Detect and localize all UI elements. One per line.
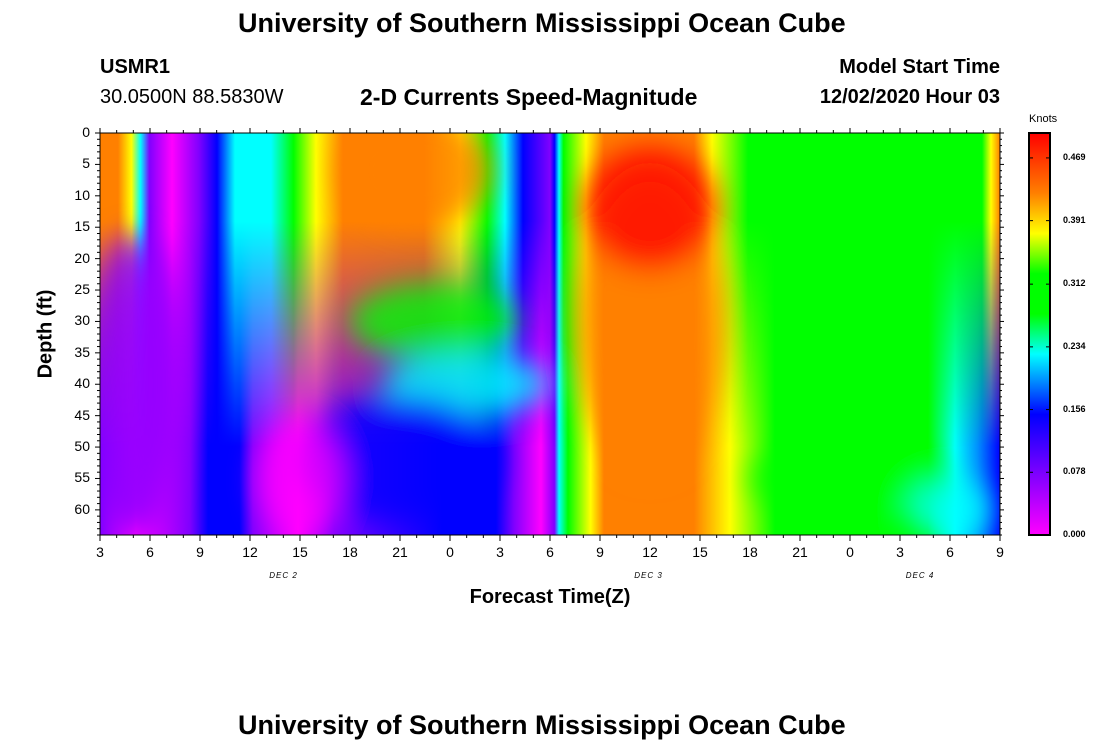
x-tick-label: 9 (996, 544, 1004, 560)
x-tick-label: 6 (946, 544, 954, 560)
y-tick-label: 0 (82, 124, 90, 140)
footer-title: University of Southern Mississippi Ocean… (238, 710, 846, 740)
y-tick-label: 45 (74, 406, 90, 423)
model-start-label: Model Start Time (839, 56, 1000, 78)
x-tick-label: 21 (392, 544, 408, 560)
plot-area (100, 133, 1000, 535)
x-tick-label: 15 (292, 544, 308, 560)
deep-blue-blob (300, 396, 500, 523)
x-tick-label: 6 (546, 544, 554, 560)
colorbar-tick-label: 0.000 (1063, 529, 1086, 539)
model-start-value: 12/02/2020 Hour 03 (819, 86, 1000, 108)
y-tick-label: 30 (74, 312, 90, 329)
x-tick-label: 18 (342, 544, 358, 560)
surface-core-blob-1 (341, 133, 492, 228)
left-purple-blob (100, 233, 184, 535)
station-location: 30.0500N 88.5830W (100, 86, 284, 108)
chart-title: 2-D Currents Speed-Magnitude (360, 84, 698, 110)
colorbar-tick-label: 0.156 (1063, 403, 1086, 414)
y-tick-label: 50 (74, 438, 90, 455)
x-tick-label: 12 (242, 544, 258, 560)
x-tick-label: 15 (692, 544, 708, 560)
x-tick-label: 21 (792, 544, 808, 560)
y-tick-label: 55 (74, 469, 90, 486)
x-tick-label: 6 (146, 544, 154, 560)
y-tick-label: 15 (74, 218, 90, 235)
station-id: USMR1 (100, 56, 171, 78)
day-label: DEC 3 (634, 571, 663, 580)
y-tick-label: 10 (74, 186, 90, 203)
y-tick-label: 35 (74, 343, 90, 360)
colorbar (1028, 132, 1051, 536)
deep-magenta-blob (258, 421, 342, 535)
y-tick-label: 20 (74, 249, 90, 266)
x-tick-label: 12 (642, 544, 658, 560)
y-tick-label: 25 (74, 281, 90, 298)
x-tick-label: 9 (596, 544, 604, 560)
x-tick-label: 3 (896, 544, 904, 560)
y-tick-label: 60 (74, 500, 90, 517)
y-tick-label: 40 (74, 375, 90, 392)
x-tick-label: 0 (846, 544, 854, 560)
x-axis-title: Forecast Time(Z) (469, 586, 631, 608)
day-label: DEC 4 (905, 571, 935, 580)
bottom-green-blob (750, 440, 950, 517)
x-tick-label: 9 (196, 544, 204, 560)
bottom-cyan-blob (908, 478, 992, 535)
y-axis-title: Depth (ft) (34, 289, 57, 379)
x-tick-label: 0 (446, 544, 454, 560)
midwater-green-blob (350, 283, 517, 360)
colorbar-unit: Knots (1029, 113, 1058, 125)
page-title: University of Southern Mississippi Ocean… (238, 8, 846, 38)
colorbar-tick-label: 0.391 (1063, 214, 1086, 225)
x-tick-label: 3 (96, 544, 104, 560)
colorbar-tick-label: 0.078 (1063, 466, 1086, 477)
colorbar-tick-label: 0.312 (1063, 278, 1086, 289)
x-tick-label: 3 (496, 544, 504, 560)
y-tick-label: 5 (82, 155, 90, 172)
colorbar-tick-label: 0.469 (1063, 151, 1086, 162)
colorbar-tick-label: 0.234 (1063, 340, 1086, 351)
core-blob-3 (583, 145, 717, 272)
day-label: DEC 2 (269, 571, 298, 580)
x-tick-label: 18 (742, 544, 758, 560)
